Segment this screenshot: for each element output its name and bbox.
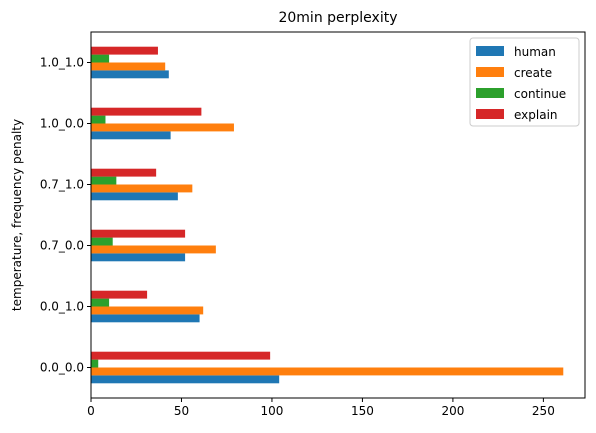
bar-human-1.0_1.0 [91,70,169,79]
bar-explain-0.0_1.0 [91,290,148,299]
bar-explain-0.7_0.0 [91,229,186,238]
chart-title: 20min perplexity [278,10,397,26]
legend-swatch-explain [476,109,504,119]
y-tick-label: 1.0_0.0 [40,117,84,131]
bar-explain-0.0_0.0 [91,351,271,360]
bar-continue-0.7_0.0 [91,237,113,246]
x-tick-label: 250 [532,404,555,418]
bar-create-0.0_0.0 [91,367,564,376]
bar-continue-0.0_0.0 [91,359,99,368]
bar-explain-1.0_1.0 [91,46,158,55]
x-tick-label: 100 [260,404,283,418]
y-axis: 0.0_0.0 0.0_1.0 0.7_0.0 0.7_1.0 1.0_0.0 1.0_1… [40,56,91,375]
bar-create-0.7_0.0 [91,245,216,254]
legend: human create continue explain [469,37,580,127]
x-tick-label: 150 [351,404,374,418]
bar-human-1.0_0.0 [91,131,171,140]
bar-continue-0.7_1.0 [91,176,117,185]
bar-continue-1.0_0.0 [91,115,106,124]
plot-frame [90,31,586,399]
legend-swatch-continue [476,88,504,98]
legend-label-create: create [514,66,552,80]
y-tick-label: 0.0_0.0 [40,361,84,375]
legend-swatch-create [476,67,504,77]
bar-create-0.0_1.0 [91,306,204,315]
x-tick-label: 50 [174,404,189,418]
bar-explain-0.7_1.0 [91,168,157,177]
bars-group [91,46,564,384]
legend-label-explain: explain [514,108,558,122]
bar-human-0.7_1.0 [91,192,178,201]
y-tick-label: 0.0_1.0 [40,300,84,314]
x-tick-label: 0 [87,404,95,418]
y-tick-label: 0.7_0.0 [40,239,84,253]
bar-create-1.0_0.0 [91,123,234,132]
bar-create-1.0_1.0 [91,62,166,71]
legend-label-continue: continue [514,87,566,101]
bar-create-0.7_1.0 [91,184,193,193]
y-tick-label: 0.7_1.0 [40,178,84,192]
x-tick-label: 200 [441,404,464,418]
bar-human-0.7_0.0 [91,253,186,262]
bar-continue-0.0_1.0 [91,298,110,307]
x-axis: 0 50 100 150 200 250 [87,398,555,418]
bar-explain-1.0_0.0 [91,107,202,116]
bar-human-0.0_0.0 [91,375,280,384]
bar-human-0.0_1.0 [91,314,200,323]
legend-label-human: human [514,45,556,59]
legend-box [469,37,580,127]
legend-swatch-human [476,46,504,56]
y-axis-label: temperature, frequency penalty [10,119,24,311]
y-tick-label: 1.0_1.0 [40,56,84,70]
bar-continue-1.0_1.0 [91,54,110,63]
